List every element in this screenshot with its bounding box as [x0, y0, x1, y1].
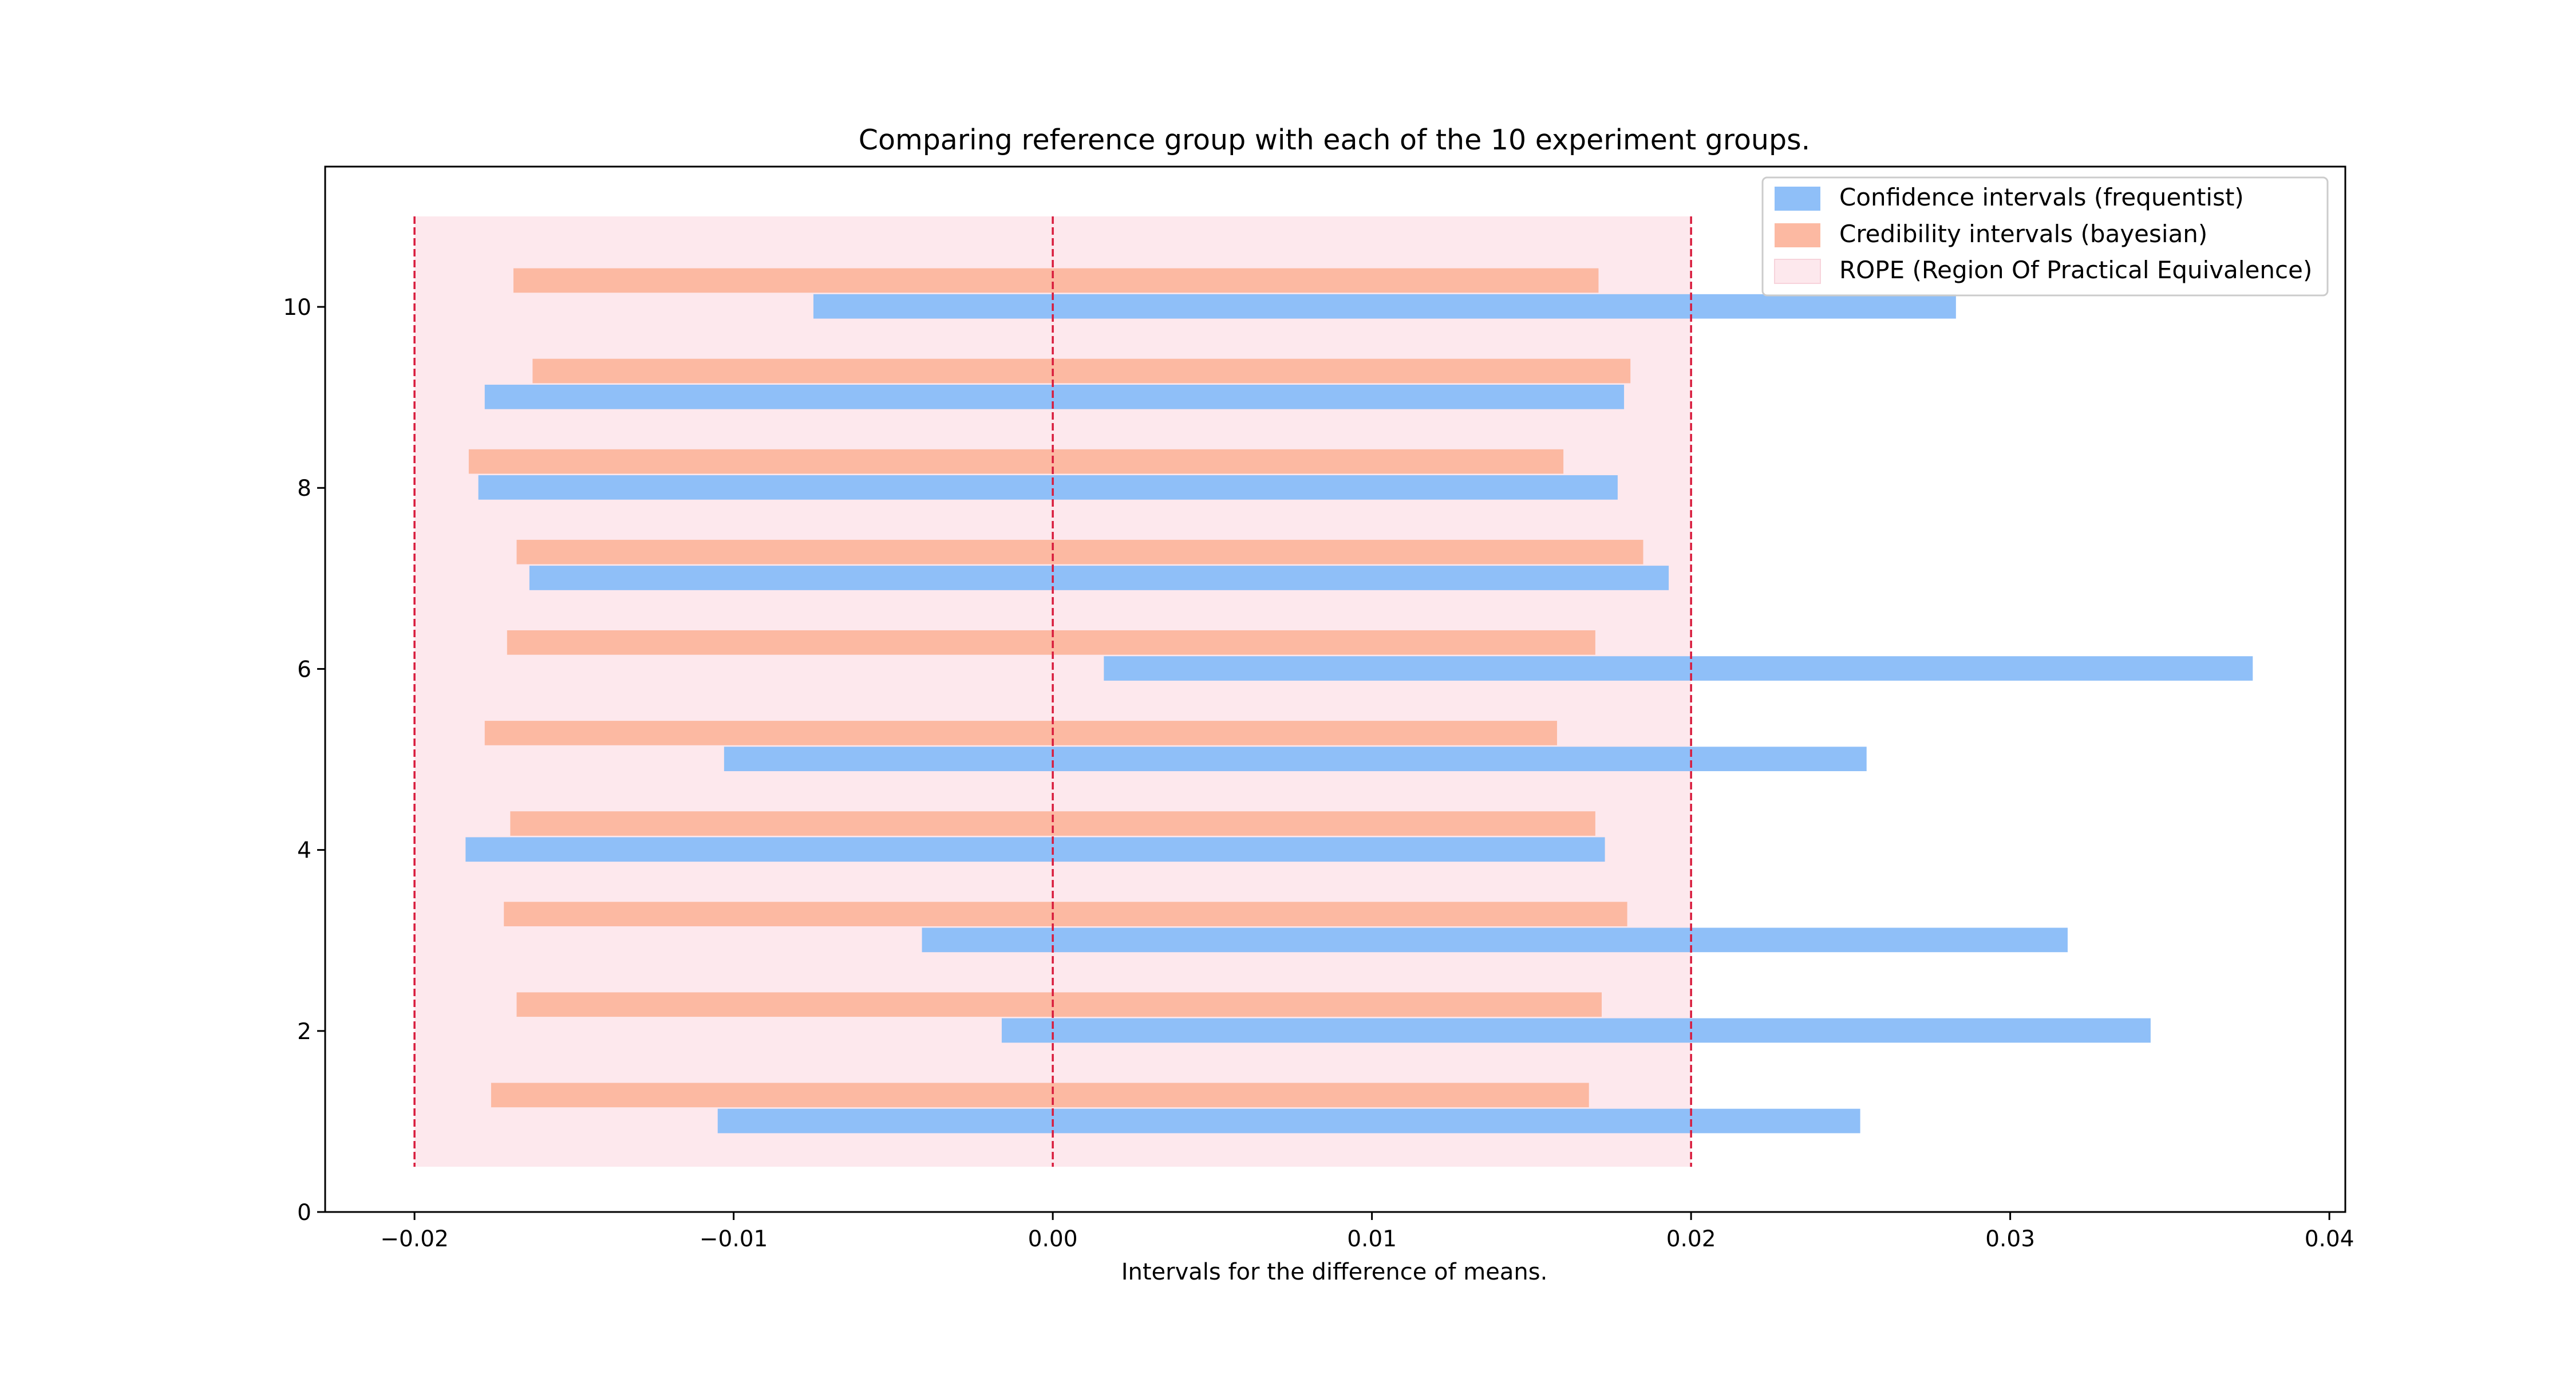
y-tick-label: 4	[297, 838, 311, 864]
credibility-interval-bar-3	[504, 902, 1627, 926]
confidence-interval-bar-2	[1001, 1018, 2151, 1043]
credibility-interval-bar-2	[516, 992, 1602, 1017]
legend-label-confidence: Confidence intervals (frequentist)	[1839, 183, 2244, 211]
credibility-interval-bar-6	[507, 630, 1595, 655]
x-tick-label: 0.01	[1347, 1226, 1397, 1252]
x-tick-label: −0.01	[700, 1226, 768, 1252]
chart-title: Comparing reference group with each of t…	[859, 124, 1810, 156]
credibility-interval-bar-7	[516, 539, 1643, 564]
y-tick-label: 8	[297, 476, 311, 502]
y-tick-label: 10	[283, 295, 311, 321]
y-tick-label: 0	[297, 1200, 311, 1226]
x-tick-label: −0.02	[380, 1226, 449, 1252]
x-tick-label: 0.04	[2305, 1226, 2354, 1252]
legend-swatch-rope	[1774, 259, 1821, 284]
confidence-interval-bar-4	[465, 837, 1605, 862]
x-tick-label: 0.02	[1666, 1226, 1716, 1252]
y-axis: 0 2 4 6 8 10	[283, 295, 325, 1226]
x-tick-label: 0.03	[1985, 1226, 2035, 1252]
x-axis: −0.02 −0.01 0.00 0.01 0.02 0.03 0.04	[380, 1212, 2354, 1252]
confidence-interval-bar-10	[813, 294, 1956, 319]
y-tick-label: 2	[297, 1019, 311, 1045]
credibility-interval-bar-8	[468, 449, 1564, 474]
legend-label-credibility: Credibility intervals (bayesian)	[1839, 220, 2207, 248]
confidence-interval-bar-6	[1104, 656, 2253, 681]
confidence-interval-bar-5	[724, 747, 1867, 772]
confidence-interval-bar-1	[717, 1108, 1860, 1134]
confidence-interval-bar-7	[529, 566, 1669, 590]
confidence-interval-bar-9	[484, 384, 1625, 409]
confidence-interval-bar-8	[478, 475, 1618, 500]
x-axis-label: Intervals for the difference of means.	[1121, 1259, 1548, 1285]
axes-frame	[324, 165, 2346, 1213]
legend: Confidence intervals (frequentist) Credi…	[1761, 176, 2329, 297]
credibility-interval-bar-10	[513, 268, 1599, 293]
legend-swatch-credibility	[1775, 223, 1820, 247]
legend-frame	[1761, 176, 2329, 297]
y-tick-label: 6	[297, 657, 311, 682]
legend-label-rope: ROPE (Region Of Practical Equivalence)	[1839, 256, 2312, 284]
plot-area	[413, 216, 2253, 1167]
legend-swatch-confidence	[1775, 187, 1820, 211]
confidence-interval-bar-3	[922, 927, 2068, 953]
credibility-interval-bar-9	[532, 358, 1631, 384]
x-tick-label: 0.00	[1028, 1226, 1078, 1252]
credibility-interval-bar-5	[484, 721, 1557, 745]
credibility-interval-bar-1	[491, 1083, 1589, 1108]
